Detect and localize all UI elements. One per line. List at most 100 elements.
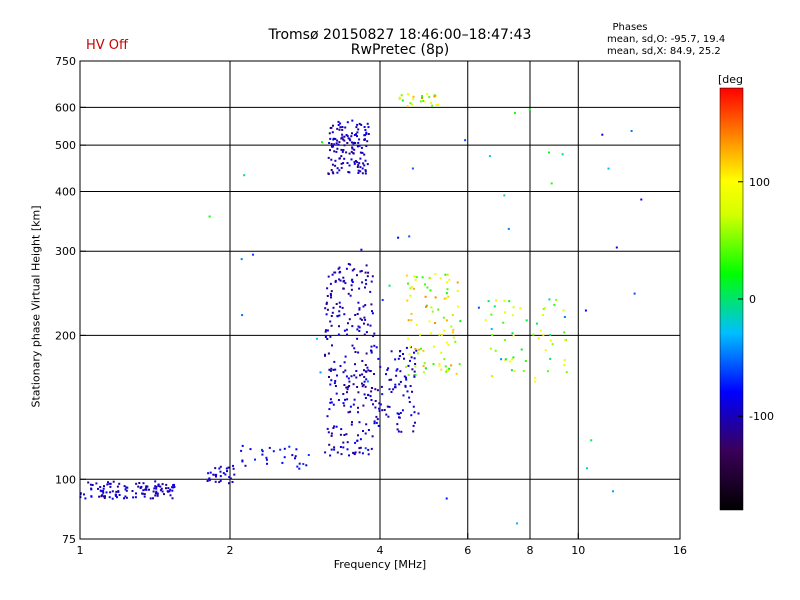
data-point (414, 347, 417, 350)
data-point (458, 363, 461, 366)
data-point (326, 295, 329, 297)
data-point (425, 304, 428, 307)
data-point (333, 448, 336, 451)
data-point (374, 400, 377, 402)
data-point (392, 388, 395, 391)
data-point (347, 386, 350, 389)
data-point (374, 406, 377, 409)
data-point (343, 434, 346, 436)
data-point (504, 311, 507, 314)
data-point (351, 344, 354, 347)
data-point (330, 379, 333, 382)
data-point (423, 100, 426, 103)
data-point (397, 413, 400, 416)
data-point (413, 411, 416, 414)
data-point (500, 358, 503, 361)
data-point (331, 171, 334, 174)
data-point (79, 492, 82, 495)
data-point (356, 386, 359, 388)
data-point (348, 318, 351, 321)
data-point (91, 484, 94, 486)
data-point (343, 384, 346, 386)
data-point (446, 288, 449, 291)
data-point (356, 337, 359, 340)
data-point (355, 376, 358, 379)
data-point (342, 441, 345, 444)
data-point (366, 380, 369, 383)
data-point (353, 134, 356, 136)
data-point (362, 162, 365, 165)
data-point (362, 383, 365, 386)
data-point (219, 475, 222, 478)
data-point (365, 132, 368, 135)
data-point (512, 306, 515, 309)
data-point (330, 296, 332, 299)
data-point (89, 483, 92, 486)
data-point (386, 405, 389, 408)
data-point (434, 296, 437, 299)
data-point (413, 351, 415, 354)
data-point (539, 329, 542, 332)
data-point (367, 126, 370, 129)
data-point (339, 126, 342, 129)
data-point (143, 493, 146, 496)
data-point (327, 172, 330, 175)
data-point (107, 481, 109, 484)
data-point (494, 349, 497, 352)
data-point (363, 333, 366, 336)
data-point (353, 452, 356, 455)
data-point (228, 476, 231, 478)
data-point (336, 139, 339, 142)
data-point (338, 325, 340, 328)
data-point (364, 279, 367, 282)
data-point (353, 268, 356, 271)
data-point (364, 271, 367, 274)
data-point (321, 141, 323, 144)
data-point (340, 155, 343, 158)
data-point (409, 385, 412, 387)
data-point (353, 347, 356, 350)
data-point (416, 352, 419, 355)
data-point (409, 359, 411, 362)
data-point (398, 96, 401, 99)
data-point (414, 279, 417, 281)
data-point (381, 299, 384, 301)
data-point (344, 126, 347, 129)
data-point (142, 482, 145, 485)
data-point (340, 162, 343, 165)
y-tick-label: 400 (55, 185, 76, 198)
data-point (364, 447, 367, 450)
colorbar-tick-label: 0 (749, 293, 756, 306)
data-point (450, 325, 453, 328)
data-point (562, 309, 565, 312)
data-point (365, 352, 368, 355)
data-point (339, 305, 342, 308)
data-point (329, 137, 332, 140)
data-point (363, 164, 366, 167)
data-point (108, 496, 111, 499)
data-point (342, 162, 345, 165)
data-point (361, 382, 363, 385)
data-point (124, 495, 127, 498)
data-point (169, 494, 172, 497)
data-point (410, 414, 413, 417)
data-point (416, 324, 418, 326)
data-point (369, 324, 372, 327)
data-point (241, 314, 244, 317)
data-point (434, 322, 437, 324)
data-point (439, 277, 442, 280)
data-point (452, 328, 455, 331)
data-point (399, 370, 402, 373)
data-point (231, 481, 234, 483)
data-point (331, 273, 334, 276)
data-point (357, 128, 360, 131)
data-point (366, 140, 369, 143)
data-point (405, 378, 408, 381)
data-point (546, 370, 549, 373)
data-point (607, 167, 610, 170)
data-point (359, 317, 362, 320)
data-point (612, 490, 614, 493)
data-point (537, 337, 540, 340)
data-point (451, 331, 454, 334)
data-point (351, 132, 353, 135)
